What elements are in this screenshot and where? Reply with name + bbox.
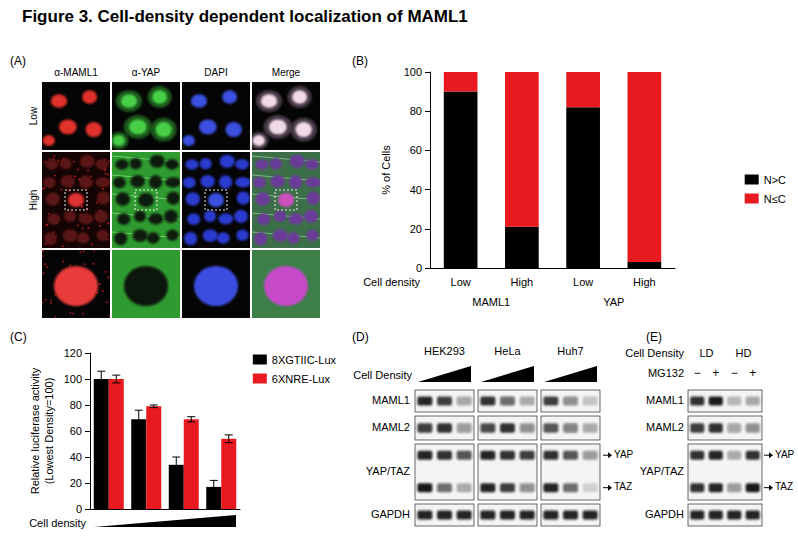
svg-text:MAML2: MAML2 [646,421,684,433]
svg-text:80: 80 [70,399,82,411]
svg-text:Low: Low [573,276,593,288]
svg-text:100: 100 [64,373,82,385]
svg-text:High: High [28,190,39,211]
svg-text:α-YAP: α-YAP [132,67,161,78]
svg-text:Merge: Merge [272,67,301,78]
svg-text:0: 0 [76,503,82,515]
svg-text:100: 100 [404,66,422,78]
svg-text:120: 120 [64,347,82,359]
svg-text:Relative luciferase activity: Relative luciferase activity [29,367,41,494]
svg-text:DAPI: DAPI [204,67,227,78]
svg-text:40: 40 [70,451,82,463]
svg-text:Cell Density: Cell Density [625,347,684,359]
svg-text:YAP: YAP [775,449,795,460]
svg-text:(A): (A) [10,54,26,68]
svg-text:% of Cells: % of Cells [380,145,392,195]
svg-text:−: − [731,366,738,380]
svg-text:TAZ: TAZ [614,481,632,492]
svg-text:TAZ: TAZ [775,481,793,492]
svg-text:(E): (E) [646,330,662,344]
svg-text:60: 60 [70,425,82,437]
svg-text:N≤C: N≤C [764,193,786,205]
svg-text:Cell density: Cell density [363,276,420,288]
svg-text:Low: Low [28,106,39,125]
svg-text:80: 80 [410,105,422,117]
svg-text:Cell Density: Cell Density [353,369,412,381]
svg-text:0: 0 [416,262,422,274]
svg-text:YAP: YAP [614,449,634,460]
svg-text:8XGTIIC-Lux: 8XGTIIC-Lux [272,354,337,366]
svg-text:YAP/TAZ: YAP/TAZ [366,465,410,477]
svg-text:+: + [749,366,756,380]
svg-text:6XNRE-Lux: 6XNRE-Lux [272,373,331,385]
svg-text:40: 40 [410,184,422,196]
svg-text:α-MAML1: α-MAML1 [54,67,98,78]
svg-text:Huh7: Huh7 [557,345,583,357]
svg-text:MAML1: MAML1 [472,296,510,308]
svg-text:(C): (C) [10,330,27,344]
svg-text:N>C: N>C [764,174,786,186]
svg-text:GAPDH: GAPDH [371,508,410,520]
svg-text:YAP: YAP [603,296,624,308]
svg-text:GAPDH: GAPDH [645,508,684,520]
svg-text:(D): (D) [352,330,369,344]
svg-text:−: − [694,366,701,380]
svg-text:MAML1: MAML1 [372,394,410,406]
svg-text:HD: HD [736,347,752,359]
svg-text:MAML2: MAML2 [372,421,410,433]
svg-text:+: + [712,366,719,380]
svg-text:Low: Low [451,276,471,288]
svg-text:MG132: MG132 [648,367,684,379]
svg-text:20: 20 [410,223,422,235]
svg-text:HeLa: HeLa [494,345,521,357]
svg-text:HEK293: HEK293 [424,345,465,357]
svg-text:High: High [511,276,534,288]
svg-text:YAP/TAZ: YAP/TAZ [640,465,684,477]
svg-text:Figure 3. Cell-density depende: Figure 3. Cell-density dependent localiz… [22,7,468,26]
svg-text:LD: LD [699,347,713,359]
svg-text:MAML1: MAML1 [646,394,684,406]
svg-text:High: High [633,276,656,288]
svg-text:60: 60 [410,144,422,156]
svg-text:20: 20 [70,477,82,489]
svg-text:(Lowest Density=100): (Lowest Density=100) [43,378,55,485]
svg-text:(B): (B) [352,54,368,68]
svg-text:Cell density: Cell density [29,517,86,529]
